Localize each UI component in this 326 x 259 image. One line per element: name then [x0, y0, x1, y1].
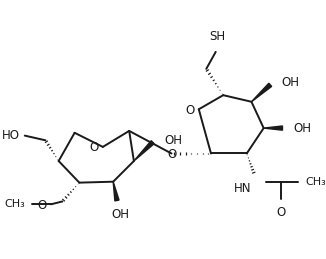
- Text: OH: OH: [164, 134, 182, 147]
- Text: HO: HO: [2, 129, 20, 142]
- Polygon shape: [113, 182, 119, 201]
- Polygon shape: [264, 126, 282, 130]
- Text: OH: OH: [282, 76, 300, 89]
- Text: OH: OH: [294, 121, 312, 135]
- Polygon shape: [134, 141, 154, 161]
- Text: O: O: [90, 141, 99, 154]
- Text: O: O: [276, 206, 285, 219]
- Text: CH₃: CH₃: [305, 177, 326, 187]
- Text: O: O: [37, 199, 46, 212]
- Text: CH₃: CH₃: [4, 199, 25, 209]
- Text: SH: SH: [210, 31, 226, 44]
- Text: HN: HN: [234, 182, 251, 195]
- Text: O: O: [186, 104, 195, 117]
- Polygon shape: [251, 83, 272, 102]
- Text: O: O: [168, 148, 177, 161]
- Text: OH: OH: [112, 208, 130, 221]
